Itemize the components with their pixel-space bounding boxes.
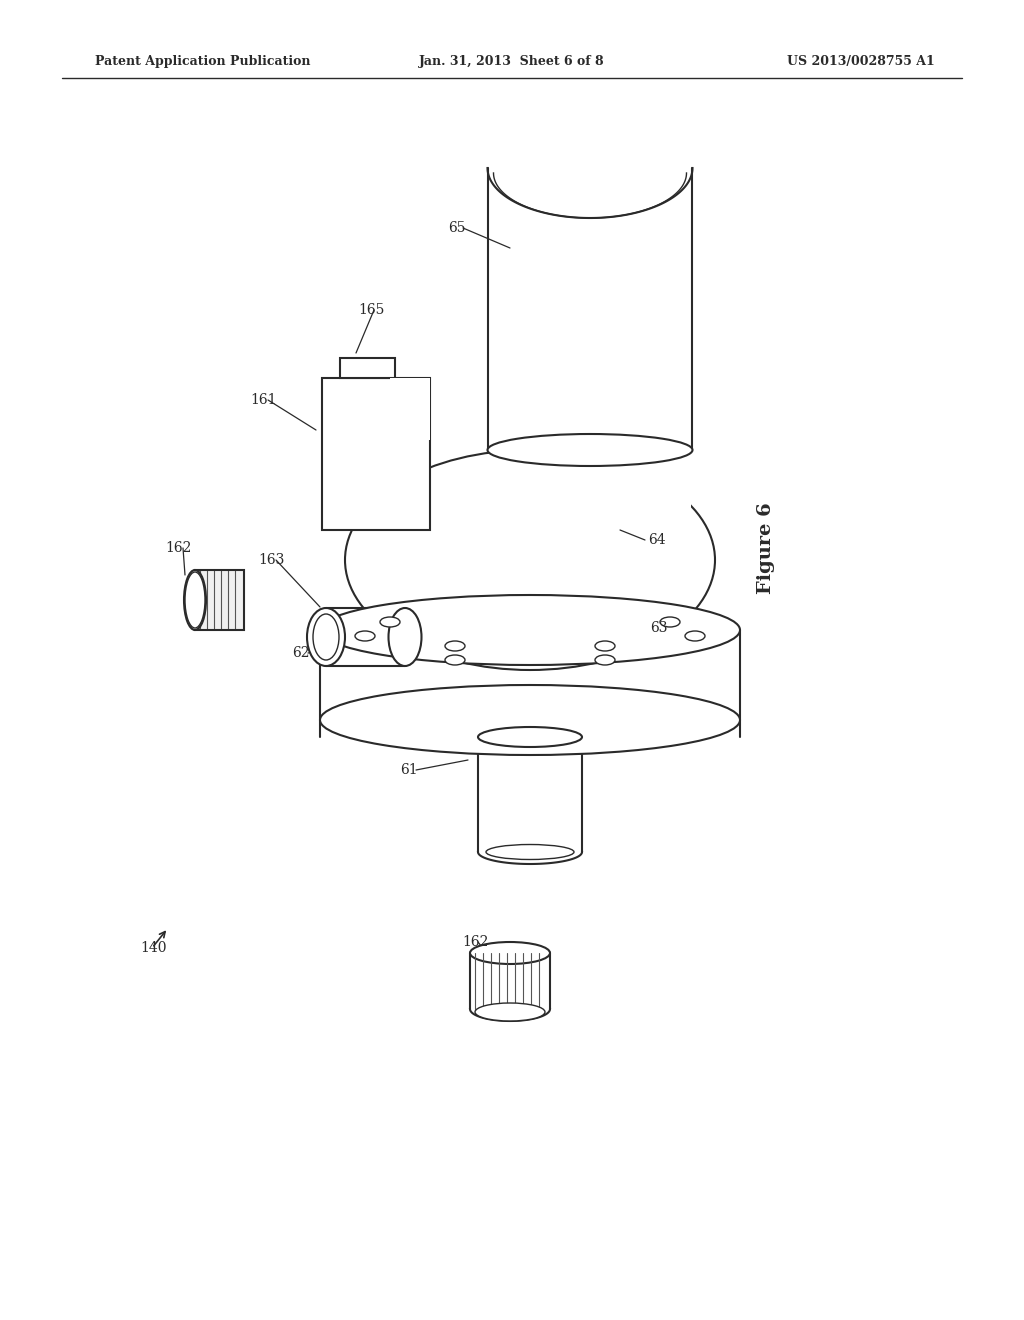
Ellipse shape	[220, 570, 242, 630]
Ellipse shape	[470, 942, 550, 964]
Text: Figure 6: Figure 6	[757, 502, 775, 594]
Bar	[322, 378, 430, 531]
Text: 163: 163	[258, 553, 285, 568]
Ellipse shape	[486, 845, 574, 859]
Bar	[489, 455, 691, 560]
Ellipse shape	[184, 570, 206, 630]
Bar	[340, 358, 395, 378]
Text: US 2013/0028755 A1: US 2013/0028755 A1	[787, 55, 935, 69]
Ellipse shape	[380, 616, 400, 627]
Bar	[390, 378, 430, 440]
Ellipse shape	[185, 572, 205, 628]
Text: 162: 162	[165, 541, 191, 554]
Ellipse shape	[313, 614, 339, 660]
Bar	[195, 570, 244, 630]
Ellipse shape	[445, 655, 465, 665]
Text: 162: 162	[462, 935, 488, 949]
Ellipse shape	[307, 609, 345, 667]
Text: 161: 161	[250, 393, 276, 407]
Ellipse shape	[388, 609, 422, 667]
Ellipse shape	[189, 581, 201, 619]
Text: 62: 62	[292, 645, 309, 660]
Ellipse shape	[319, 685, 740, 755]
Text: Jan. 31, 2013  Sheet 6 of 8: Jan. 31, 2013 Sheet 6 of 8	[419, 55, 605, 69]
Ellipse shape	[595, 655, 615, 665]
Text: 165: 165	[358, 304, 384, 317]
Ellipse shape	[478, 727, 582, 747]
Text: 64: 64	[648, 533, 666, 546]
Text: 61: 61	[400, 763, 418, 777]
Ellipse shape	[475, 1003, 545, 1020]
Ellipse shape	[660, 616, 680, 627]
Ellipse shape	[487, 434, 692, 466]
Text: 63: 63	[650, 620, 668, 635]
Text: 65: 65	[449, 220, 466, 235]
Ellipse shape	[319, 595, 740, 665]
Ellipse shape	[595, 642, 615, 651]
Text: 140: 140	[140, 941, 167, 954]
Ellipse shape	[345, 450, 715, 671]
Ellipse shape	[355, 631, 375, 642]
Ellipse shape	[685, 631, 705, 642]
Bar	[195, 570, 244, 630]
Text: Patent Application Publication: Patent Application Publication	[95, 55, 310, 69]
Ellipse shape	[445, 642, 465, 651]
